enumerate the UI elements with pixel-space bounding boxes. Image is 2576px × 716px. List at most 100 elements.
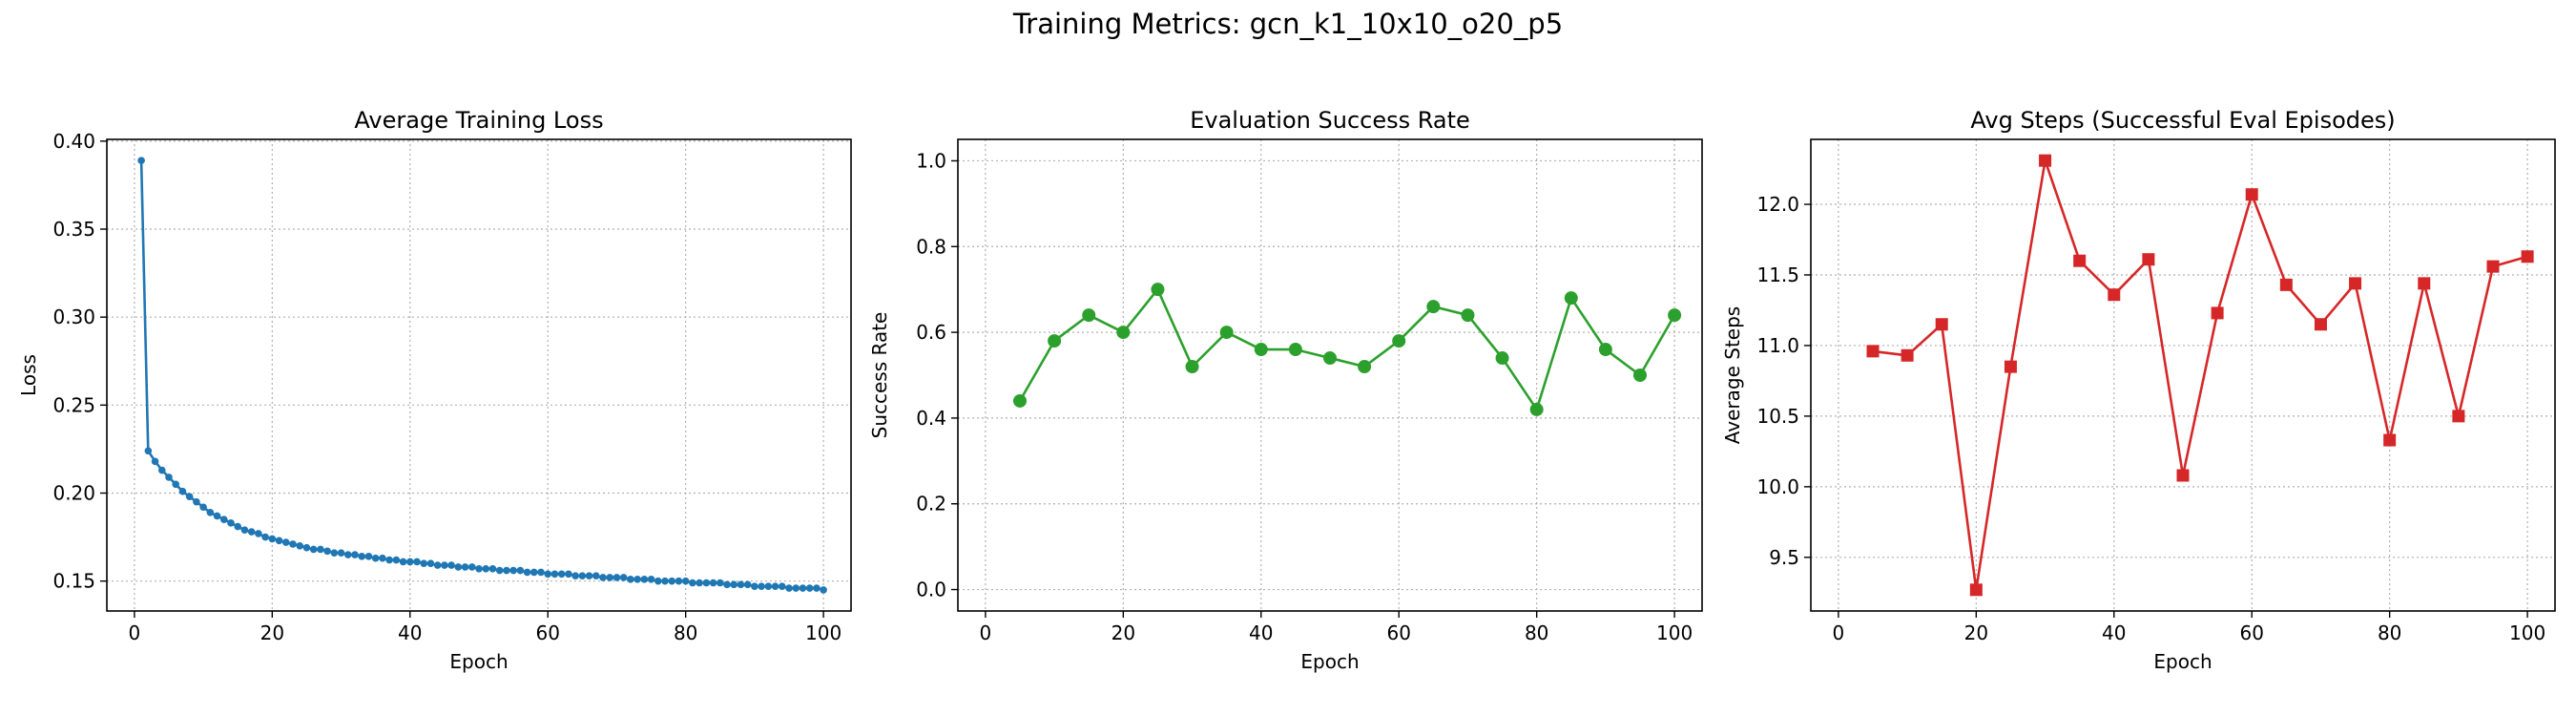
data-point [255, 530, 262, 537]
data-point [317, 545, 324, 554]
data-point [1013, 393, 1027, 408]
data-point [193, 497, 200, 506]
data-point [1288, 343, 1302, 357]
data-point [1392, 334, 1406, 348]
data-point [2176, 469, 2190, 482]
y-tick-label: 0.25 [52, 393, 95, 416]
data-point [385, 556, 393, 564]
x-tick-label: 0 [980, 621, 992, 644]
y-tick-label: 0.8 [916, 235, 946, 258]
data-point [681, 577, 690, 585]
data-point [2521, 250, 2534, 263]
data-point [2039, 154, 2052, 167]
data-point [488, 564, 497, 573]
data-point [2486, 260, 2500, 273]
data-point [371, 554, 380, 562]
data-point [461, 563, 469, 571]
data-point [261, 533, 269, 541]
data-point [627, 576, 634, 583]
data-point [578, 572, 587, 579]
data-point [537, 568, 545, 577]
series-line [139, 160, 824, 592]
data-point [585, 572, 593, 579]
data-point [606, 574, 614, 581]
data-point [1935, 318, 1948, 331]
data-point [2108, 288, 2121, 302]
y-tick-label: 10.5 [1756, 405, 1799, 428]
data-point [1358, 360, 1372, 374]
data-point [751, 582, 758, 590]
data-point [2314, 318, 2327, 331]
data-point [447, 561, 455, 569]
data-point [1633, 369, 1647, 382]
data-point [654, 577, 662, 585]
y-tick-label: 0.6 [916, 321, 946, 344]
data-point [1901, 348, 1914, 362]
data-point [785, 584, 793, 592]
data-point [613, 574, 621, 581]
data-point [820, 586, 827, 594]
data-point [709, 579, 717, 587]
data-point [1116, 326, 1131, 340]
data-point [240, 526, 249, 535]
x-axis-label: Epoch [449, 650, 508, 673]
data-point [1323, 351, 1337, 366]
x-axis-label: Epoch [2153, 650, 2212, 673]
data-point [275, 537, 283, 545]
data-point [2211, 306, 2224, 320]
data-point [151, 457, 159, 466]
data-point [330, 549, 339, 557]
data-point [178, 487, 187, 495]
data-point [343, 551, 352, 558]
series-line [1018, 287, 1676, 411]
data-point [1969, 583, 1983, 597]
data-point [696, 579, 703, 587]
y-axis-label: Loss [17, 354, 40, 396]
data-point [137, 157, 145, 164]
x-tick-label: 60 [535, 621, 559, 644]
data-point [661, 577, 669, 585]
data-point [392, 556, 401, 564]
data-point [771, 582, 779, 590]
data-point [199, 503, 207, 512]
data-point [544, 570, 552, 579]
x-tick-label: 80 [2378, 621, 2401, 644]
data-point [764, 582, 773, 590]
data-point [619, 574, 628, 581]
data-point [289, 540, 297, 548]
data-point [2349, 277, 2362, 290]
y-tick-label: 1.0 [916, 149, 946, 172]
data-point [2004, 360, 2017, 373]
data-point [165, 474, 173, 481]
data-point [1254, 343, 1268, 357]
data-point [399, 558, 407, 566]
data-point [337, 549, 345, 557]
figure-title: Training Metrics: gcn_k1_10x10_o20_p5 [1012, 8, 1564, 40]
data-point [467, 563, 476, 571]
y-axis-label: Average Steps [1721, 306, 1744, 444]
x-tick-label: 60 [1386, 621, 1410, 644]
data-point [234, 522, 242, 531]
x-tick-label: 20 [1964, 621, 1988, 644]
data-point [792, 584, 800, 592]
data-point [640, 576, 649, 583]
x-tick-label: 20 [1111, 621, 1135, 644]
chart-title: Evaluation Success Rate [1190, 107, 1470, 134]
data-point [227, 519, 235, 527]
axes-frame [106, 138, 852, 612]
data-point [634, 576, 641, 583]
data-point [551, 570, 559, 579]
data-point [185, 493, 194, 500]
x-tick-label: 40 [2102, 621, 2126, 644]
x-tick-label: 20 [260, 621, 284, 644]
data-point [1219, 326, 1234, 340]
data-point [405, 558, 414, 566]
data-point [737, 580, 745, 589]
y-tick-label: 11.5 [1756, 263, 1799, 286]
series-line [1872, 158, 2528, 592]
data-point [358, 553, 366, 560]
data-point [730, 580, 738, 589]
chart-panel-2: 0 20 40 60 80 100 0.0 0.2 0.4 0.6 0.8 1.0 Evaluation… [868, 107, 1703, 673]
